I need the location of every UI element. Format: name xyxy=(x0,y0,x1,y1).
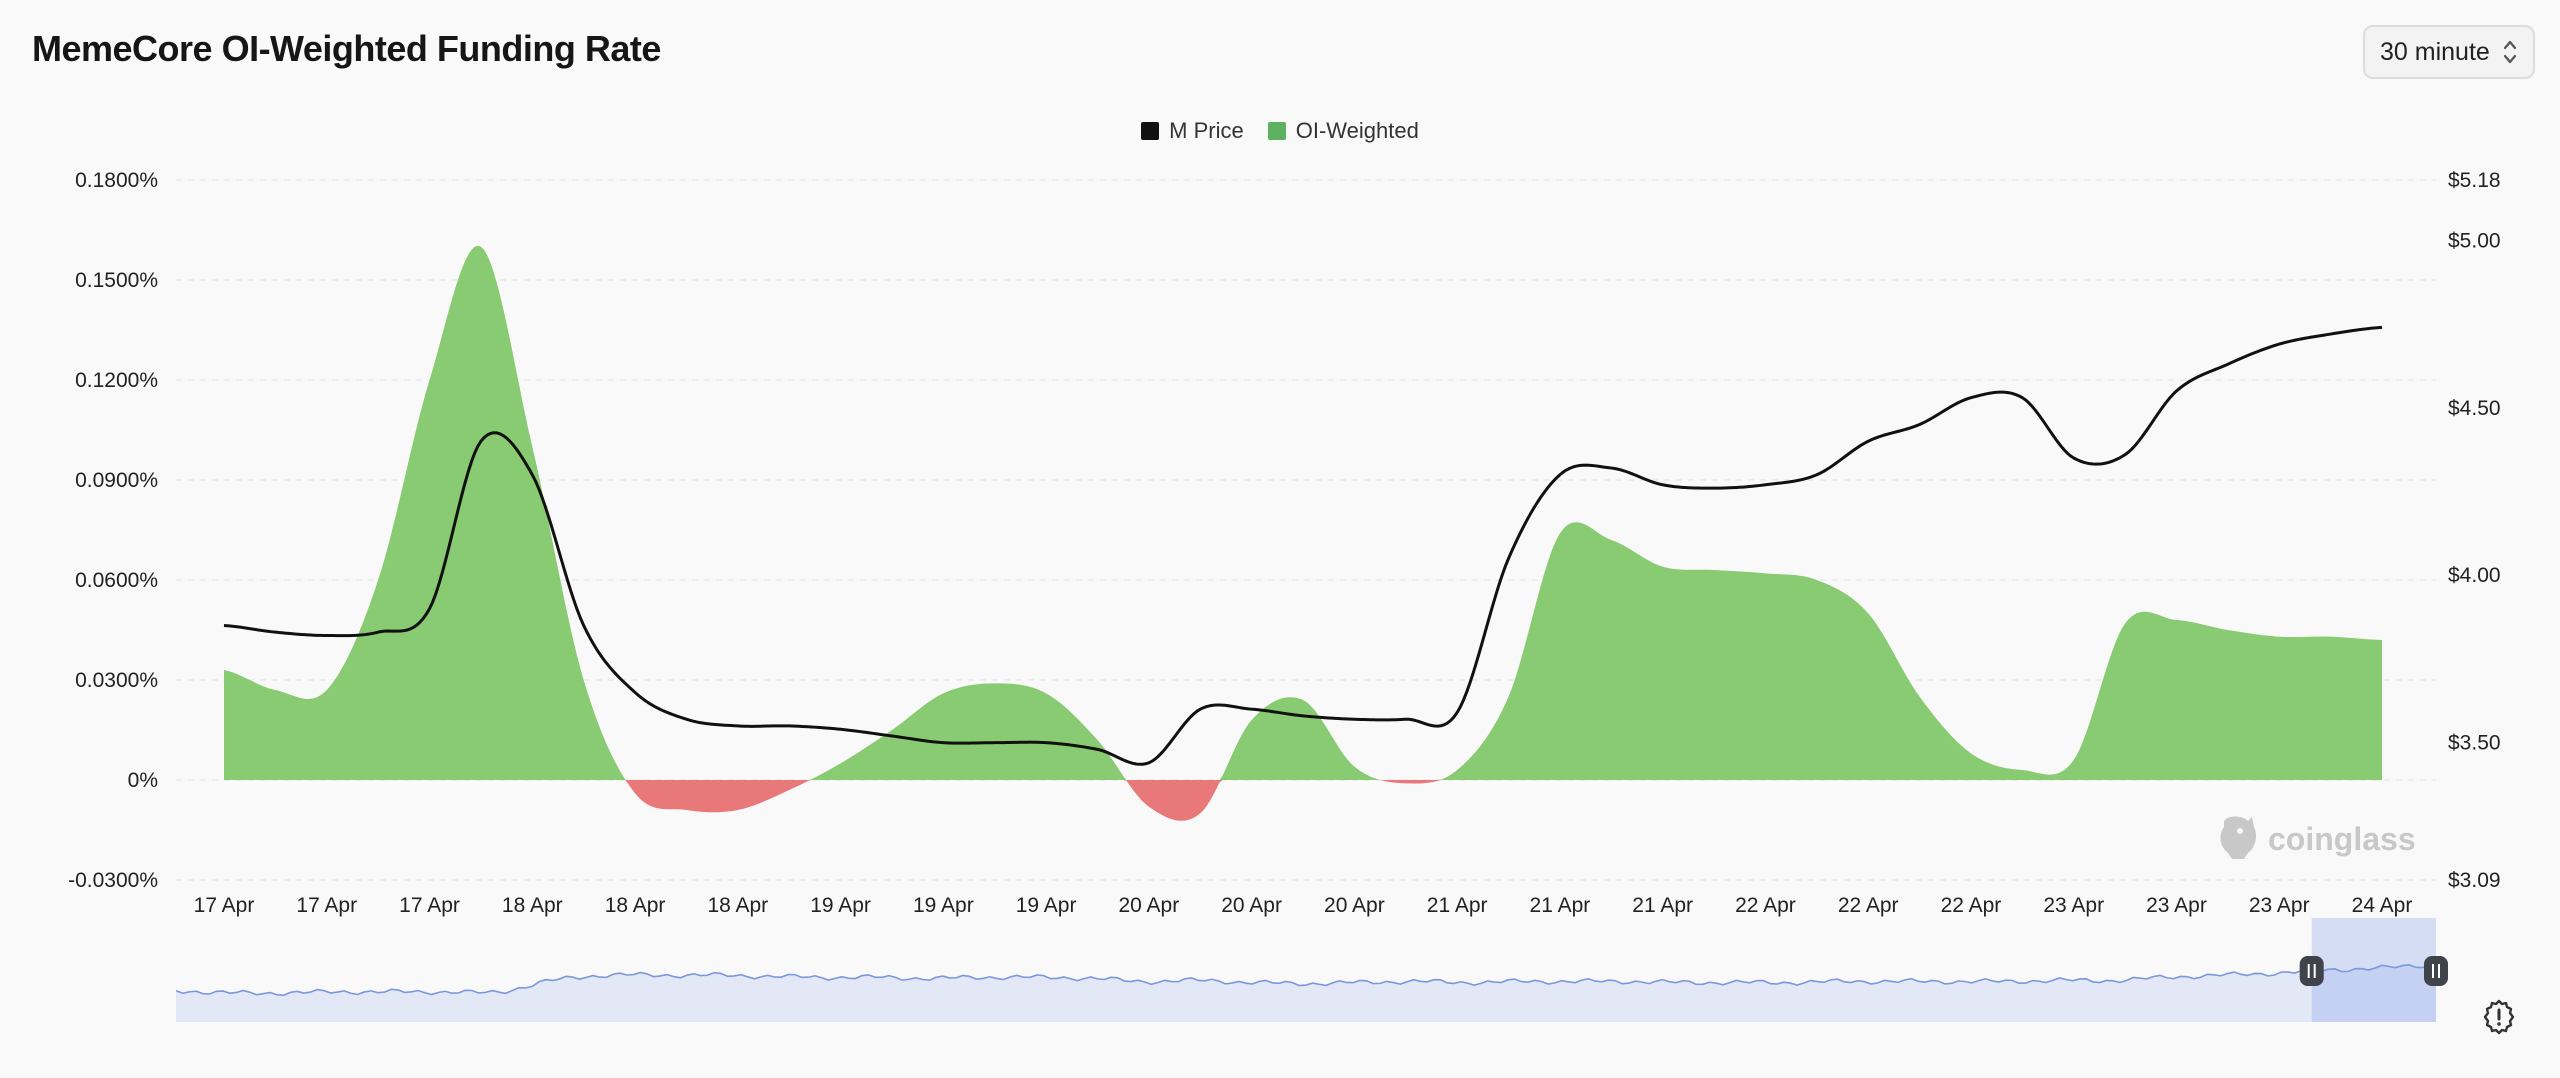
chevron-up-down-icon xyxy=(2503,40,2517,64)
navigator-selection[interactable] xyxy=(2311,918,2436,1022)
x-axis-tick: 21 Apr xyxy=(1530,894,1591,917)
x-axis: 17 Apr 17 Apr 17 Apr 18 Apr 18 Apr 18 Apr 19 A… xyxy=(194,894,2413,917)
right-axis-tick: $5.00 xyxy=(2448,229,2501,252)
x-axis-tick: 17 Apr xyxy=(399,894,460,917)
x-axis-tick: 22 Apr xyxy=(1941,894,2002,917)
left-axis-tick: -0.0300% xyxy=(68,869,158,892)
x-axis-tick: 19 Apr xyxy=(1016,894,1077,917)
legend-item-price[interactable]: M Price xyxy=(1141,118,1244,144)
x-axis-tick: 23 Apr xyxy=(2249,894,2310,917)
oi-weighted-positive-area xyxy=(224,245,2382,781)
x-axis-tick: 23 Apr xyxy=(2146,894,2207,917)
navigator-line xyxy=(175,964,2437,997)
legend-label-price: M Price xyxy=(1169,118,1244,143)
x-axis-tick: 18 Apr xyxy=(707,894,768,917)
left-axis-tick: 0.1500% xyxy=(75,269,158,292)
navigator-area xyxy=(176,964,2436,1022)
x-axis-tick: 17 Apr xyxy=(296,894,357,917)
legend-swatch-oi xyxy=(1267,122,1286,140)
x-axis-tick: 19 Apr xyxy=(913,894,974,917)
x-axis-tick: 17 Apr xyxy=(194,894,255,917)
chart-legend: M Price OI-Weighted xyxy=(0,118,2560,144)
oi-weighted-negative-area xyxy=(224,780,2382,821)
x-axis-tick: 19 Apr xyxy=(810,894,871,917)
x-axis-tick: 18 Apr xyxy=(605,894,666,917)
left-axis-tick: 0.0300% xyxy=(75,669,158,692)
navigator-handle-left[interactable] xyxy=(2299,956,2324,986)
alert-settings-icon[interactable] xyxy=(2478,996,2520,1038)
right-axis: $5.18 $5.00 $4.50 $4.00 $3.50 $3.09 xyxy=(2448,169,2501,892)
left-axis-tick: 0.0600% xyxy=(75,569,158,592)
x-axis-tick: 24 Apr xyxy=(2352,894,2413,917)
range-navigator[interactable] xyxy=(175,918,2448,1022)
legend-label-oi: OI-Weighted xyxy=(1295,118,1419,143)
legend-swatch-price xyxy=(1141,122,1160,140)
x-axis-tick: 21 Apr xyxy=(1632,894,1693,917)
price-line xyxy=(223,325,2383,766)
x-axis-tick: 20 Apr xyxy=(1118,894,1179,917)
left-axis-tick: 0.1200% xyxy=(75,369,158,392)
right-axis-tick: $4.00 xyxy=(2448,564,2501,587)
right-axis-tick: $5.18 xyxy=(2448,169,2501,192)
left-axis: 0.1800% 0.1500% 0.1200% 0.0900% 0.0600% 0.030… xyxy=(68,169,158,892)
left-axis-tick: 0.1800% xyxy=(75,169,158,192)
interval-select[interactable]: 30 minute xyxy=(2363,25,2535,79)
x-axis-tick: 18 Apr xyxy=(502,894,563,917)
x-axis-tick: 23 Apr xyxy=(2043,894,2104,917)
x-axis-tick: 20 Apr xyxy=(1221,894,1282,917)
interval-select-value: 30 minute xyxy=(2380,37,2490,66)
x-axis-tick: 21 Apr xyxy=(1427,894,1488,917)
page-title: MemeCore OI-Weighted Funding Rate xyxy=(32,28,661,69)
right-axis-tick: $3.50 xyxy=(2448,732,2501,755)
right-axis-tick: $4.50 xyxy=(2448,397,2501,420)
x-axis-tick: 22 Apr xyxy=(1735,894,1796,917)
navigator-handle-right[interactable] xyxy=(2424,956,2448,986)
oi-weighted-series xyxy=(224,245,2382,821)
x-axis-tick: 20 Apr xyxy=(1324,894,1385,917)
watermark-text: coinglass xyxy=(2268,821,2416,857)
legend-item-oi[interactable]: OI-Weighted xyxy=(1267,118,1419,144)
left-axis-tick: 0.0900% xyxy=(75,469,158,492)
coinglass-watermark: coinglass xyxy=(2220,816,2416,859)
price-series xyxy=(223,325,2383,766)
left-axis-tick: 0% xyxy=(128,769,158,792)
right-axis-tick: $3.09 xyxy=(2448,869,2501,892)
x-axis-tick: 22 Apr xyxy=(1838,894,1899,917)
